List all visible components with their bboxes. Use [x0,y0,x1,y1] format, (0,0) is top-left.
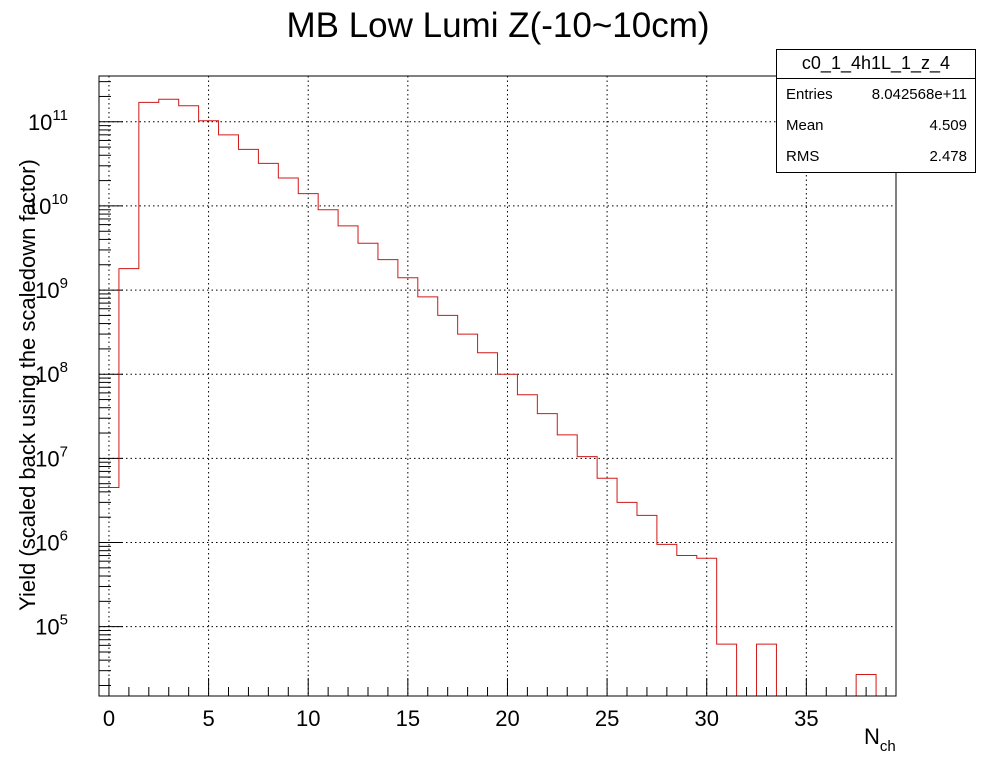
histogram-bin [856,675,876,696]
histogram-bin [617,502,637,696]
stats-entries-label: Entries [786,86,833,103]
stats-entries-value: 8.042568e+11 [871,86,967,103]
histogram-bin [697,558,717,696]
plot-frame [98,75,897,697]
histogram-bin [318,210,338,696]
histogram-bin [597,478,617,696]
x-tick-label: 5 [202,706,214,731]
histogram-bin [338,226,358,696]
histogram-bin [159,99,179,696]
x-tick-label: 35 [794,706,818,731]
histogram-bin [478,353,498,696]
histogram-bin [498,374,518,696]
histogram-bin [517,395,537,696]
histogram-bins [99,99,876,696]
histogram-bin [537,414,557,696]
stats-box: c0_1_4h1L_1_z_4 Entries 8.042568e+11 Mea… [776,49,976,173]
histogram-bin [199,121,219,696]
stats-row-rms: RMS 2.478 [777,141,975,172]
y-tick-exponent: 5 [60,612,68,629]
y-tick-exponent: 10 [51,191,68,208]
y-tick-label: 108 [35,359,68,387]
y-tick-label: 105 [35,612,68,640]
histogram-bin [757,644,777,696]
chart-title: MB Low Lumi Z(-10~10cm) [286,6,710,45]
histogram-bin [278,178,298,696]
histogram-bin [717,644,737,696]
y-tick-exponent: 11 [52,107,68,124]
stats-row-mean: Mean 4.509 [777,110,975,141]
y-tick-label: 109 [35,275,68,303]
stats-row-entries: Entries 8.042568e+11 [777,79,975,110]
stats-rms-value: 2.478 [929,148,967,165]
histogram-bin [657,544,677,696]
histogram-bin [458,334,478,696]
y-tick-label: 1011 [28,107,68,135]
histogram-bin [139,102,159,696]
x-tick-label: 20 [495,706,519,731]
stats-rms-label: RMS [786,148,820,165]
x-axis-label: Nch [864,724,896,755]
y-tick-exponent: 6 [60,528,68,545]
y-tick-label: 107 [35,443,68,471]
histogram-bin [219,135,239,696]
histogram-bin [637,515,657,696]
x-tick-label: 25 [595,706,619,731]
histogram-bin [358,243,378,696]
y-tick-exponent: 7 [60,443,68,460]
x-tick-label: 30 [694,706,718,731]
y-tick-exponent: 8 [60,359,68,376]
histogram-bin [378,260,398,696]
histogram-bin [677,556,697,696]
histogram-bin [99,488,119,696]
x-tick-label: 10 [296,706,320,731]
y-axis-label: Yield (scaled back using the scaledown f… [15,159,40,611]
x-tick-labels: 0 5 10 15 20 25 30 35 [103,706,819,731]
stats-mean-value: 4.509 [929,117,967,134]
histogram-bin [298,194,318,696]
histogram-bin [398,278,418,696]
x-tick-label: 15 [396,706,420,731]
histogram-bin [557,435,577,696]
histogram-bin [438,315,458,696]
stats-title: c0_1_4h1L_1_z_4 [777,50,975,79]
y-tick-exponent: 9 [60,275,68,292]
x-tick-label: 0 [103,706,115,731]
histogram-bin [238,149,258,696]
histogram-bin [577,457,597,696]
histogram-bin [179,106,199,696]
histogram-bin [258,163,278,696]
histogram-series [98,98,896,697]
stats-mean-label: Mean [786,117,824,134]
histogram-bin [119,269,139,696]
histogram-bin [418,297,438,696]
y-tick-label: 106 [35,528,68,556]
